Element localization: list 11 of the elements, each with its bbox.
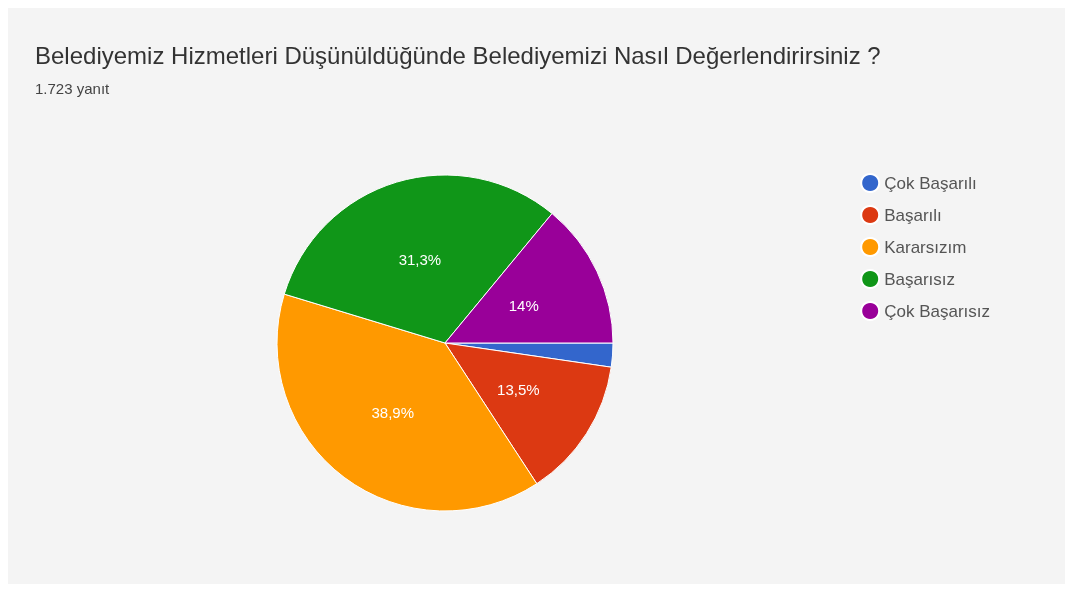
- data-label: 38,9%: [371, 404, 415, 422]
- data-label: 14%: [508, 297, 539, 315]
- legend-label: Başarısız: [884, 269, 956, 289]
- data-label: 31,3%: [398, 251, 442, 269]
- text: 1.723 yanıt: [35, 80, 111, 97]
- legend-label: Çok Başarılı: [884, 173, 977, 193]
- legend-label: Çok Başarısız: [884, 301, 990, 321]
- legend-label: Başarılı: [884, 205, 942, 225]
- chart-title: Belediyemiz Hizmetleri Düşünüldüğünde Belediyemizi Nasıl Değerlendirirsiniz ?: [35, 41, 881, 69]
- legend-label: Kararsızım: [884, 237, 967, 257]
- data-label: 13,5%: [497, 381, 540, 399]
